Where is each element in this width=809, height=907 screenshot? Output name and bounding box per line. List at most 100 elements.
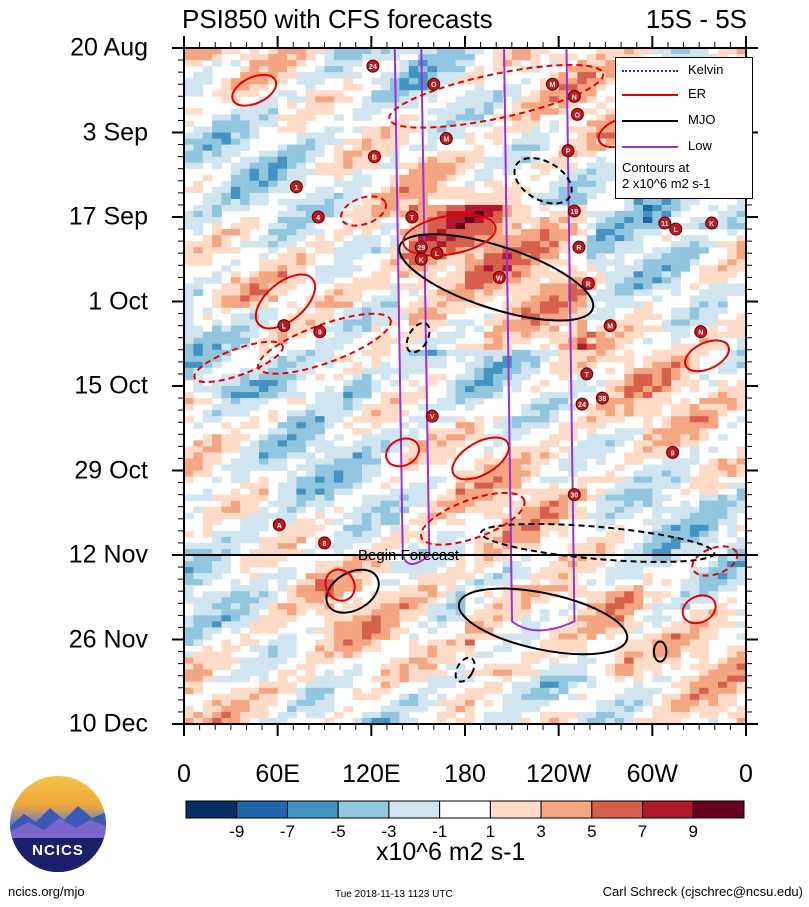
field-cell (333, 235, 344, 242)
field-cell (511, 386, 522, 393)
field-cell (399, 253, 410, 260)
field-cell (258, 488, 269, 496)
field-cell (418, 500, 428, 508)
field-cell (287, 367, 297, 375)
field-cell (296, 500, 307, 508)
field-cell (568, 621, 578, 628)
field-cell (380, 627, 391, 634)
field-cell (530, 464, 541, 471)
field-cell (539, 693, 550, 701)
field-cell (202, 591, 213, 598)
field-cell (287, 500, 297, 508)
field-cell (568, 54, 578, 61)
field-cell (305, 494, 316, 502)
cyclone-marker (705, 216, 719, 230)
field-cell (549, 494, 560, 502)
field-cell (502, 48, 513, 55)
field-cell (689, 313, 700, 321)
field-cell (736, 573, 746, 580)
field-cell (296, 162, 307, 170)
field-cell (315, 470, 325, 477)
field-cell (568, 102, 578, 109)
field-cell (361, 114, 372, 121)
field-cell (427, 355, 438, 363)
field-cell (652, 561, 663, 568)
field-cell (212, 156, 222, 164)
field-cell (436, 48, 447, 55)
field-cell (455, 615, 466, 622)
field-cell (596, 78, 606, 85)
field-cell (539, 573, 550, 580)
field-cell (380, 102, 391, 109)
field-cell (521, 337, 531, 345)
field-cell (586, 597, 597, 604)
field-cell (371, 524, 382, 532)
field-cell (577, 379, 588, 387)
field-cell (249, 271, 260, 278)
field-cell (568, 295, 578, 302)
cyclone-marker-label: L (282, 324, 287, 331)
field-cell (390, 627, 400, 634)
field-cell (333, 253, 344, 260)
field-cell (361, 627, 372, 634)
field-cell (446, 349, 457, 357)
field-cell (465, 259, 475, 266)
field-cell (315, 627, 325, 634)
field-cell (717, 506, 728, 514)
field-cell (258, 241, 269, 248)
field-cell (586, 126, 597, 133)
field-cell (315, 410, 325, 417)
field-cell (305, 548, 316, 556)
field-cell (240, 693, 250, 701)
field-cell (493, 217, 503, 224)
field-cell (230, 591, 241, 598)
field-cell (333, 591, 344, 598)
field-cell (446, 162, 457, 170)
field-cell (596, 223, 606, 230)
field-cell (315, 373, 325, 381)
field-cell (633, 247, 644, 254)
field-cell (511, 705, 522, 713)
field-cell (305, 325, 316, 333)
field-cell (258, 54, 269, 61)
field-cell (689, 639, 700, 646)
field-cell (446, 392, 457, 399)
field-cell (408, 494, 419, 502)
field-cell (418, 392, 428, 399)
field-cell (249, 512, 260, 520)
field-cell (249, 295, 260, 302)
field-cell (558, 639, 569, 646)
field-cell (418, 609, 428, 616)
field-cell (549, 500, 560, 508)
field-cell (549, 657, 560, 665)
field-cell (277, 488, 288, 496)
field-cell (558, 355, 569, 363)
field-cell (212, 349, 222, 357)
field-cell (258, 717, 269, 724)
field-cell (315, 705, 325, 713)
field-cell (661, 277, 672, 284)
field-cell (699, 271, 709, 278)
field-cell (605, 579, 616, 586)
field-cell (717, 259, 728, 266)
field-cell (352, 561, 363, 568)
field-cell (230, 132, 241, 139)
field-cell (511, 609, 522, 616)
field-cell (249, 168, 260, 176)
field-cell (493, 579, 503, 586)
field-cell (624, 331, 634, 339)
field-cell (352, 307, 363, 314)
field-cell (530, 633, 541, 640)
field-cell (736, 247, 746, 254)
field-cell (240, 506, 250, 514)
field-cell (418, 561, 428, 568)
field-cell (371, 210, 382, 218)
field-cell (324, 162, 335, 170)
field-cell (521, 542, 531, 550)
field-cell (436, 295, 447, 302)
field-cell (577, 174, 588, 182)
field-cell (240, 530, 250, 538)
field-cell (642, 361, 653, 369)
field-cell (493, 162, 503, 170)
field-cell (184, 657, 194, 665)
